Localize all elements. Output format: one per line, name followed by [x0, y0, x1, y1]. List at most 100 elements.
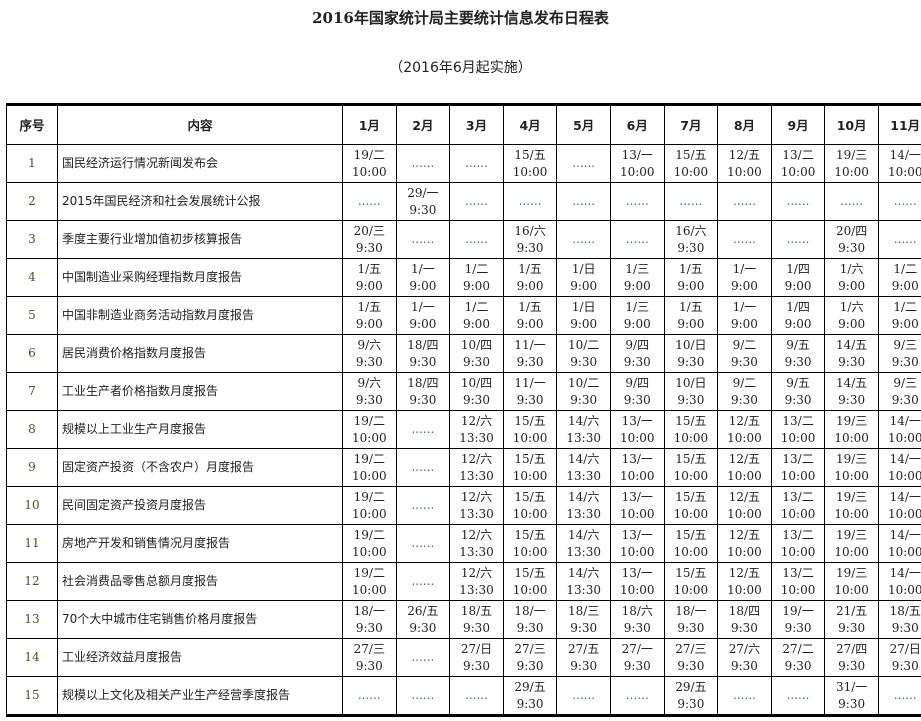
no-release-dots: ......	[786, 688, 810, 702]
release-time: 10:00	[619, 468, 655, 483]
release-date: 12/五	[728, 489, 761, 504]
release-date: 13/一	[621, 147, 653, 162]
table-row: 7 工业生产者价格指数月度报告 9/六 9:30 18/四 9:30 10/四 9:30 11/…	[6, 372, 921, 411]
row-content: 房地产开发和销售情况月度报告	[57, 524, 343, 563]
release-time: 9:30	[355, 620, 383, 635]
schedule-cell: 18/四 9:30	[395, 334, 451, 373]
release-date: 27/三	[675, 641, 707, 656]
release-time: 9:30	[838, 240, 866, 255]
release-date: 14/一	[889, 565, 921, 580]
table-row: 15 规模以上文化及相关产业生产经营季度报告.................. 2…	[6, 676, 921, 716]
row-content: 工业经济效益月度报告	[57, 638, 343, 677]
schedule-cell: ......	[877, 182, 921, 221]
release-time: 9:00	[516, 278, 544, 293]
schedule-cell: 27/六 9:30	[717, 638, 772, 677]
release-time: 10:00	[780, 164, 816, 179]
release-date: 15/五	[514, 147, 546, 162]
schedule-cell: 12/五 10:00	[717, 448, 772, 487]
release-time: 9:30	[891, 392, 919, 407]
no-release-dots: ......	[625, 688, 649, 702]
schedule-cell: 15/五 10:00	[502, 144, 558, 183]
release-time: 9:00	[570, 278, 598, 293]
schedule-cell: 1/四 9:00	[770, 258, 826, 297]
release-date: 14/一	[889, 451, 921, 466]
no-release-dots: ......	[465, 194, 488, 208]
schedule-cell: 1/五 9:00	[663, 258, 719, 297]
release-time: 9:30	[409, 392, 437, 407]
release-time: 10:00	[834, 468, 869, 483]
header-month: 10月	[824, 104, 879, 145]
release-date: 14/六	[568, 413, 600, 428]
release-time: 10:00	[780, 430, 816, 445]
row-index: 14	[6, 638, 58, 677]
schedule-cell: 19/二 10:00	[342, 448, 397, 487]
release-date: 13/一	[621, 489, 653, 504]
header-month: 8月	[717, 104, 772, 145]
release-date: 1/五	[518, 261, 542, 276]
schedule-cell: ......	[609, 676, 665, 716]
release-date: 9/四	[625, 337, 650, 352]
release-time: 10:00	[673, 164, 709, 179]
schedule-cell: 19/一 9:30	[770, 600, 826, 639]
release-date: 15/五	[675, 527, 707, 542]
schedule-cell: 19/二 10:00	[342, 524, 397, 563]
row-content: 工业生产者价格指数月度报告	[57, 372, 343, 411]
release-date: 13/一	[621, 565, 653, 580]
schedule-cell: 14/一 10:00	[877, 410, 921, 449]
release-date: 13/一	[621, 527, 653, 542]
release-time: 9:30	[409, 620, 437, 635]
release-date: 9/三	[893, 375, 918, 390]
release-time: 9:30	[463, 354, 490, 369]
release-time: 9:30	[891, 354, 919, 369]
release-date: 18/一	[353, 603, 385, 618]
release-date: 13/二	[782, 451, 814, 466]
release-time: 10:00	[727, 506, 762, 521]
no-release-dots: ......	[893, 688, 917, 702]
schedule-cell: 18/四 9:30	[395, 372, 451, 411]
release-date: 1/二	[893, 261, 918, 276]
release-date: 20/三	[353, 223, 385, 238]
schedule-cell: ......	[556, 676, 611, 716]
no-release-dots: ......	[411, 688, 435, 702]
release-time: 9:30	[516, 620, 544, 635]
release-date: 18/五	[460, 603, 493, 618]
schedule-cell: 19/三 10:00	[824, 448, 879, 487]
header-month: 1月	[342, 104, 397, 145]
release-date: 1/五	[679, 299, 703, 314]
schedule-cell: 13/二 10:00	[770, 486, 826, 525]
header-month: 9月	[770, 104, 826, 145]
release-time: 9:30	[570, 392, 598, 407]
no-release-dots: ......	[733, 688, 756, 702]
release-time: 10:00	[834, 506, 869, 521]
release-date: 10/四	[460, 375, 493, 390]
release-date: 14/五	[835, 337, 868, 352]
release-time: 9:30	[730, 354, 758, 369]
release-time: 9:30	[516, 240, 544, 255]
release-time: 10:00	[727, 468, 762, 483]
release-time: 9:30	[623, 392, 651, 407]
release-time: 9:30	[677, 392, 705, 407]
schedule-cell: 14/一 10:00	[877, 486, 921, 525]
schedule-cell: 9/五 9:30	[770, 372, 826, 411]
release-time: 10:00	[780, 468, 816, 483]
schedule-cell: 1/五 9:00	[342, 296, 397, 335]
row-index: 13	[6, 600, 58, 639]
release-date: 11/一	[514, 375, 546, 390]
release-date: 12/六	[460, 451, 493, 466]
release-date: 13/二	[782, 489, 814, 504]
row-content: 民间固定资产投资月度报告	[57, 486, 343, 525]
release-date: 1/三	[625, 261, 650, 276]
schedule-cell: 1/五 9:00	[502, 258, 558, 297]
row-index: 2	[6, 182, 58, 221]
table-row: 13 70个大中城市住宅销售价格月度报告 18/一 9:30 26/五 9:30 18/五 9…	[6, 600, 921, 639]
schedule-cell: 19/二 10:00	[342, 486, 397, 525]
schedule-cell: 12/六 13:30	[449, 486, 504, 525]
release-date: 19/二	[353, 147, 385, 162]
schedule-cell: 19/三 10:00	[824, 562, 879, 601]
release-date: 15/五	[514, 565, 546, 580]
release-time: 10:00	[727, 544, 762, 559]
release-date: 9/五	[786, 337, 810, 352]
release-time: 10:00	[673, 506, 709, 521]
schedule-cell: ......	[395, 524, 451, 563]
schedule-cell: 14/六 13:30	[556, 410, 611, 449]
